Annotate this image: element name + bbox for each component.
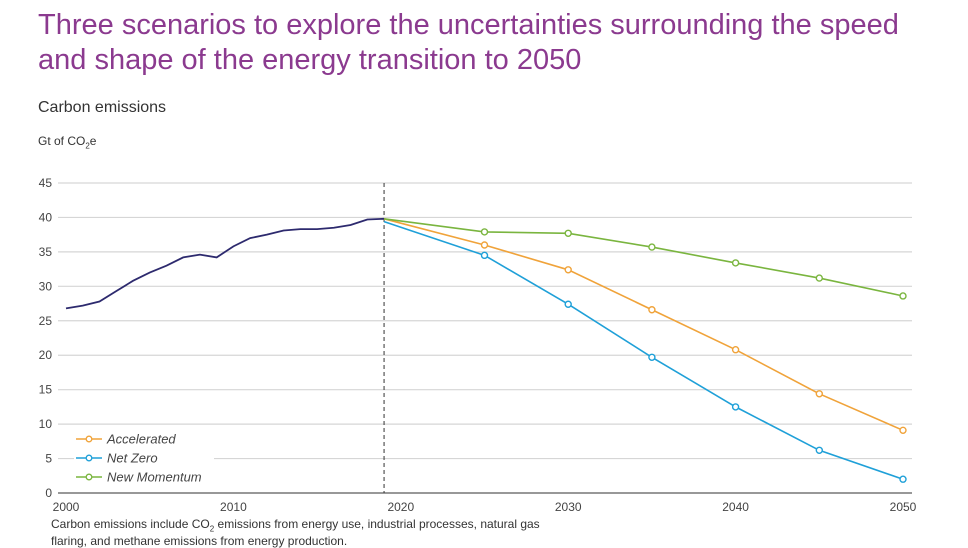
y-tick-label: 25: [39, 314, 53, 328]
x-tick-label: 2040: [722, 500, 749, 514]
data-point-net-zero: [899, 475, 907, 483]
y-tick-label: 45: [39, 176, 53, 190]
footnote-part1: Carbon emissions include CO: [51, 517, 210, 531]
legend-swatch-marker: [85, 454, 93, 462]
y-axis-unit: Gt of CO2e: [38, 134, 96, 150]
data-point-net-zero: [480, 251, 489, 260]
x-tick-label: 2020: [387, 500, 414, 514]
y-tick-label: 35: [39, 245, 53, 259]
x-tick-label: 2030: [555, 500, 582, 514]
footnote: Carbon emissions include CO2 emissions f…: [51, 517, 571, 548]
unit-prefix: Gt of CO: [38, 134, 86, 148]
legend-swatch-marker: [85, 473, 93, 481]
unit-subscript: 2: [85, 141, 90, 151]
footnote-sub: 2: [209, 524, 215, 534]
legend-label: Accelerated: [106, 432, 176, 447]
series-accelerated-line: [383, 218, 904, 432]
legend-background: [74, 450, 214, 466]
unit-suffix: e: [89, 134, 97, 148]
data-point-new-momentum: [731, 259, 740, 267]
legend-background: [74, 431, 214, 447]
data-point-net-zero: [815, 446, 823, 454]
data-point-accelerated: [480, 241, 489, 249]
y-tick-label: 10: [39, 417, 53, 431]
series-historical-line: [65, 217, 385, 310]
legend-swatch-marker: [85, 435, 93, 443]
x-tick-label: 2000: [53, 500, 80, 514]
data-point-new-momentum: [815, 274, 823, 282]
data-point-accelerated: [731, 346, 740, 354]
page-title: Three scenarios to explore the uncertain…: [38, 9, 899, 76]
y-tick-label: 30: [39, 279, 53, 293]
series-new-momentum-line: [383, 218, 904, 297]
data-point-new-momentum: [899, 292, 907, 300]
legend-label: Net Zero: [107, 451, 158, 466]
y-tick-label: 5: [45, 452, 52, 466]
data-point-new-momentum: [648, 243, 656, 251]
data-point-new-momentum: [564, 229, 572, 237]
data-point-accelerated: [564, 266, 572, 274]
legend-background: [74, 469, 214, 485]
data-point-net-zero: [564, 300, 572, 308]
x-tick-label: 2010: [220, 500, 247, 514]
data-point-accelerated: [899, 426, 907, 435]
y-tick-label: 15: [39, 383, 53, 397]
data-point-accelerated: [815, 390, 823, 398]
data-point-net-zero: [648, 353, 656, 361]
data-point-net-zero: [731, 403, 740, 411]
y-tick-label: 40: [39, 210, 53, 224]
legend-label: New Momentum: [107, 470, 202, 485]
chart-title: Carbon emissions: [38, 99, 167, 116]
data-point-new-momentum: [480, 228, 489, 236]
x-tick-label: 2050: [890, 500, 917, 514]
data-point-accelerated: [648, 306, 656, 314]
y-tick-label: 20: [39, 348, 53, 362]
series-net-zero-line: [383, 220, 904, 480]
y-tick-label: 0: [45, 486, 52, 500]
